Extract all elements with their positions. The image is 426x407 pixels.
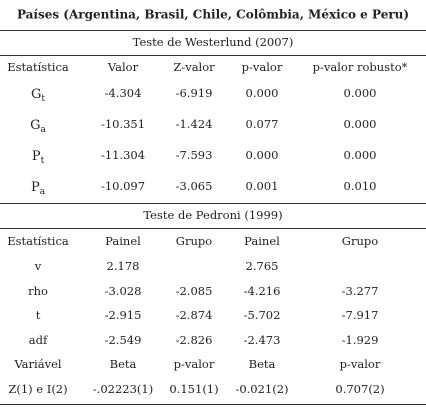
table-cell: 0.000	[246, 86, 279, 100]
symbol: P	[32, 149, 41, 164]
table-cell: 0.000	[344, 117, 377, 131]
table-cell: -5.702	[244, 308, 281, 322]
subscript: a	[41, 125, 47, 135]
table-cell: -.02223(1)	[93, 382, 153, 396]
row-label: t	[36, 308, 41, 322]
table-title: Países (Argentina, Brasil, Chile, Colômb…	[17, 8, 409, 22]
symbol: G	[31, 87, 41, 102]
table-cell: -4.216	[244, 284, 281, 298]
table-cell: 0.000	[344, 148, 377, 162]
row-label: Variável	[13, 357, 61, 371]
column-header: Z-valor	[173, 60, 215, 74]
column-header: Painel	[244, 234, 280, 248]
table-cell: -4.304	[105, 86, 142, 100]
table-cell: -6.919	[176, 86, 213, 100]
table-cell: -1.424	[176, 117, 213, 131]
subscript: t	[41, 156, 45, 166]
table-cell: 0.151(1)	[169, 382, 218, 396]
symbol: G	[30, 118, 40, 133]
column-header: p-valor	[242, 60, 283, 74]
column-header: Grupo	[342, 234, 378, 248]
table-cell: 2.178	[107, 259, 140, 273]
table-cell: Beta	[110, 357, 137, 371]
subscript: t	[41, 94, 45, 104]
table-cell: -2.085	[176, 284, 213, 298]
table-cell: 0.000	[246, 148, 279, 162]
table-cell: 0.000	[344, 86, 377, 100]
table-cell: -1.929	[342, 333, 379, 347]
table-cell: -2.915	[105, 308, 142, 322]
table-cell: -11.304	[101, 148, 145, 162]
row-label: Pa	[31, 180, 46, 197]
row-label: adf	[29, 333, 48, 347]
table-cell: -7.593	[176, 148, 213, 162]
table-cell: p-valor	[340, 357, 381, 371]
row-label: rho	[28, 284, 48, 298]
section-title: Teste de Westerlund (2007)	[133, 35, 294, 49]
table-cell: 0.707(2)	[335, 382, 384, 396]
symbol: P	[31, 180, 40, 195]
table-cell: 0.077	[246, 117, 279, 131]
table-cell: 0.001	[246, 179, 279, 193]
column-header: Estatística	[7, 60, 69, 74]
row-label: Gt	[31, 87, 45, 104]
table-cell: -0.021(2)	[235, 382, 288, 396]
table-cell: -10.097	[101, 179, 145, 193]
table-cell: -3.277	[342, 284, 379, 298]
column-header: Estatística	[7, 234, 69, 248]
row-label: Ga	[30, 118, 46, 135]
column-header: Painel	[105, 234, 141, 248]
table-cell: -3.028	[105, 284, 142, 298]
table-cell: -10.351	[101, 117, 145, 131]
row-label: Z(1) e I(2)	[8, 382, 67, 396]
subscript: a	[40, 187, 46, 197]
table-cell: -2.473	[244, 333, 281, 347]
row-label: v	[34, 259, 42, 273]
table-cell: p-valor	[174, 357, 215, 371]
table-cell: Beta	[249, 357, 276, 371]
column-header: p-valor robusto*	[313, 60, 408, 74]
section-title: Teste de Pedroni (1999)	[143, 208, 282, 222]
column-header: Grupo	[176, 234, 212, 248]
table-cell: -2.549	[105, 333, 142, 347]
row-label: Pt	[32, 149, 45, 166]
table-cell: -3.065	[176, 179, 213, 193]
table-cell: -2.826	[176, 333, 213, 347]
column-header: Valor	[107, 60, 139, 74]
table-cell: 2.765	[246, 259, 279, 273]
table-cell: -7.917	[342, 308, 379, 322]
table-cell: -2.874	[176, 308, 213, 322]
table-cell: 0.010	[344, 179, 377, 193]
